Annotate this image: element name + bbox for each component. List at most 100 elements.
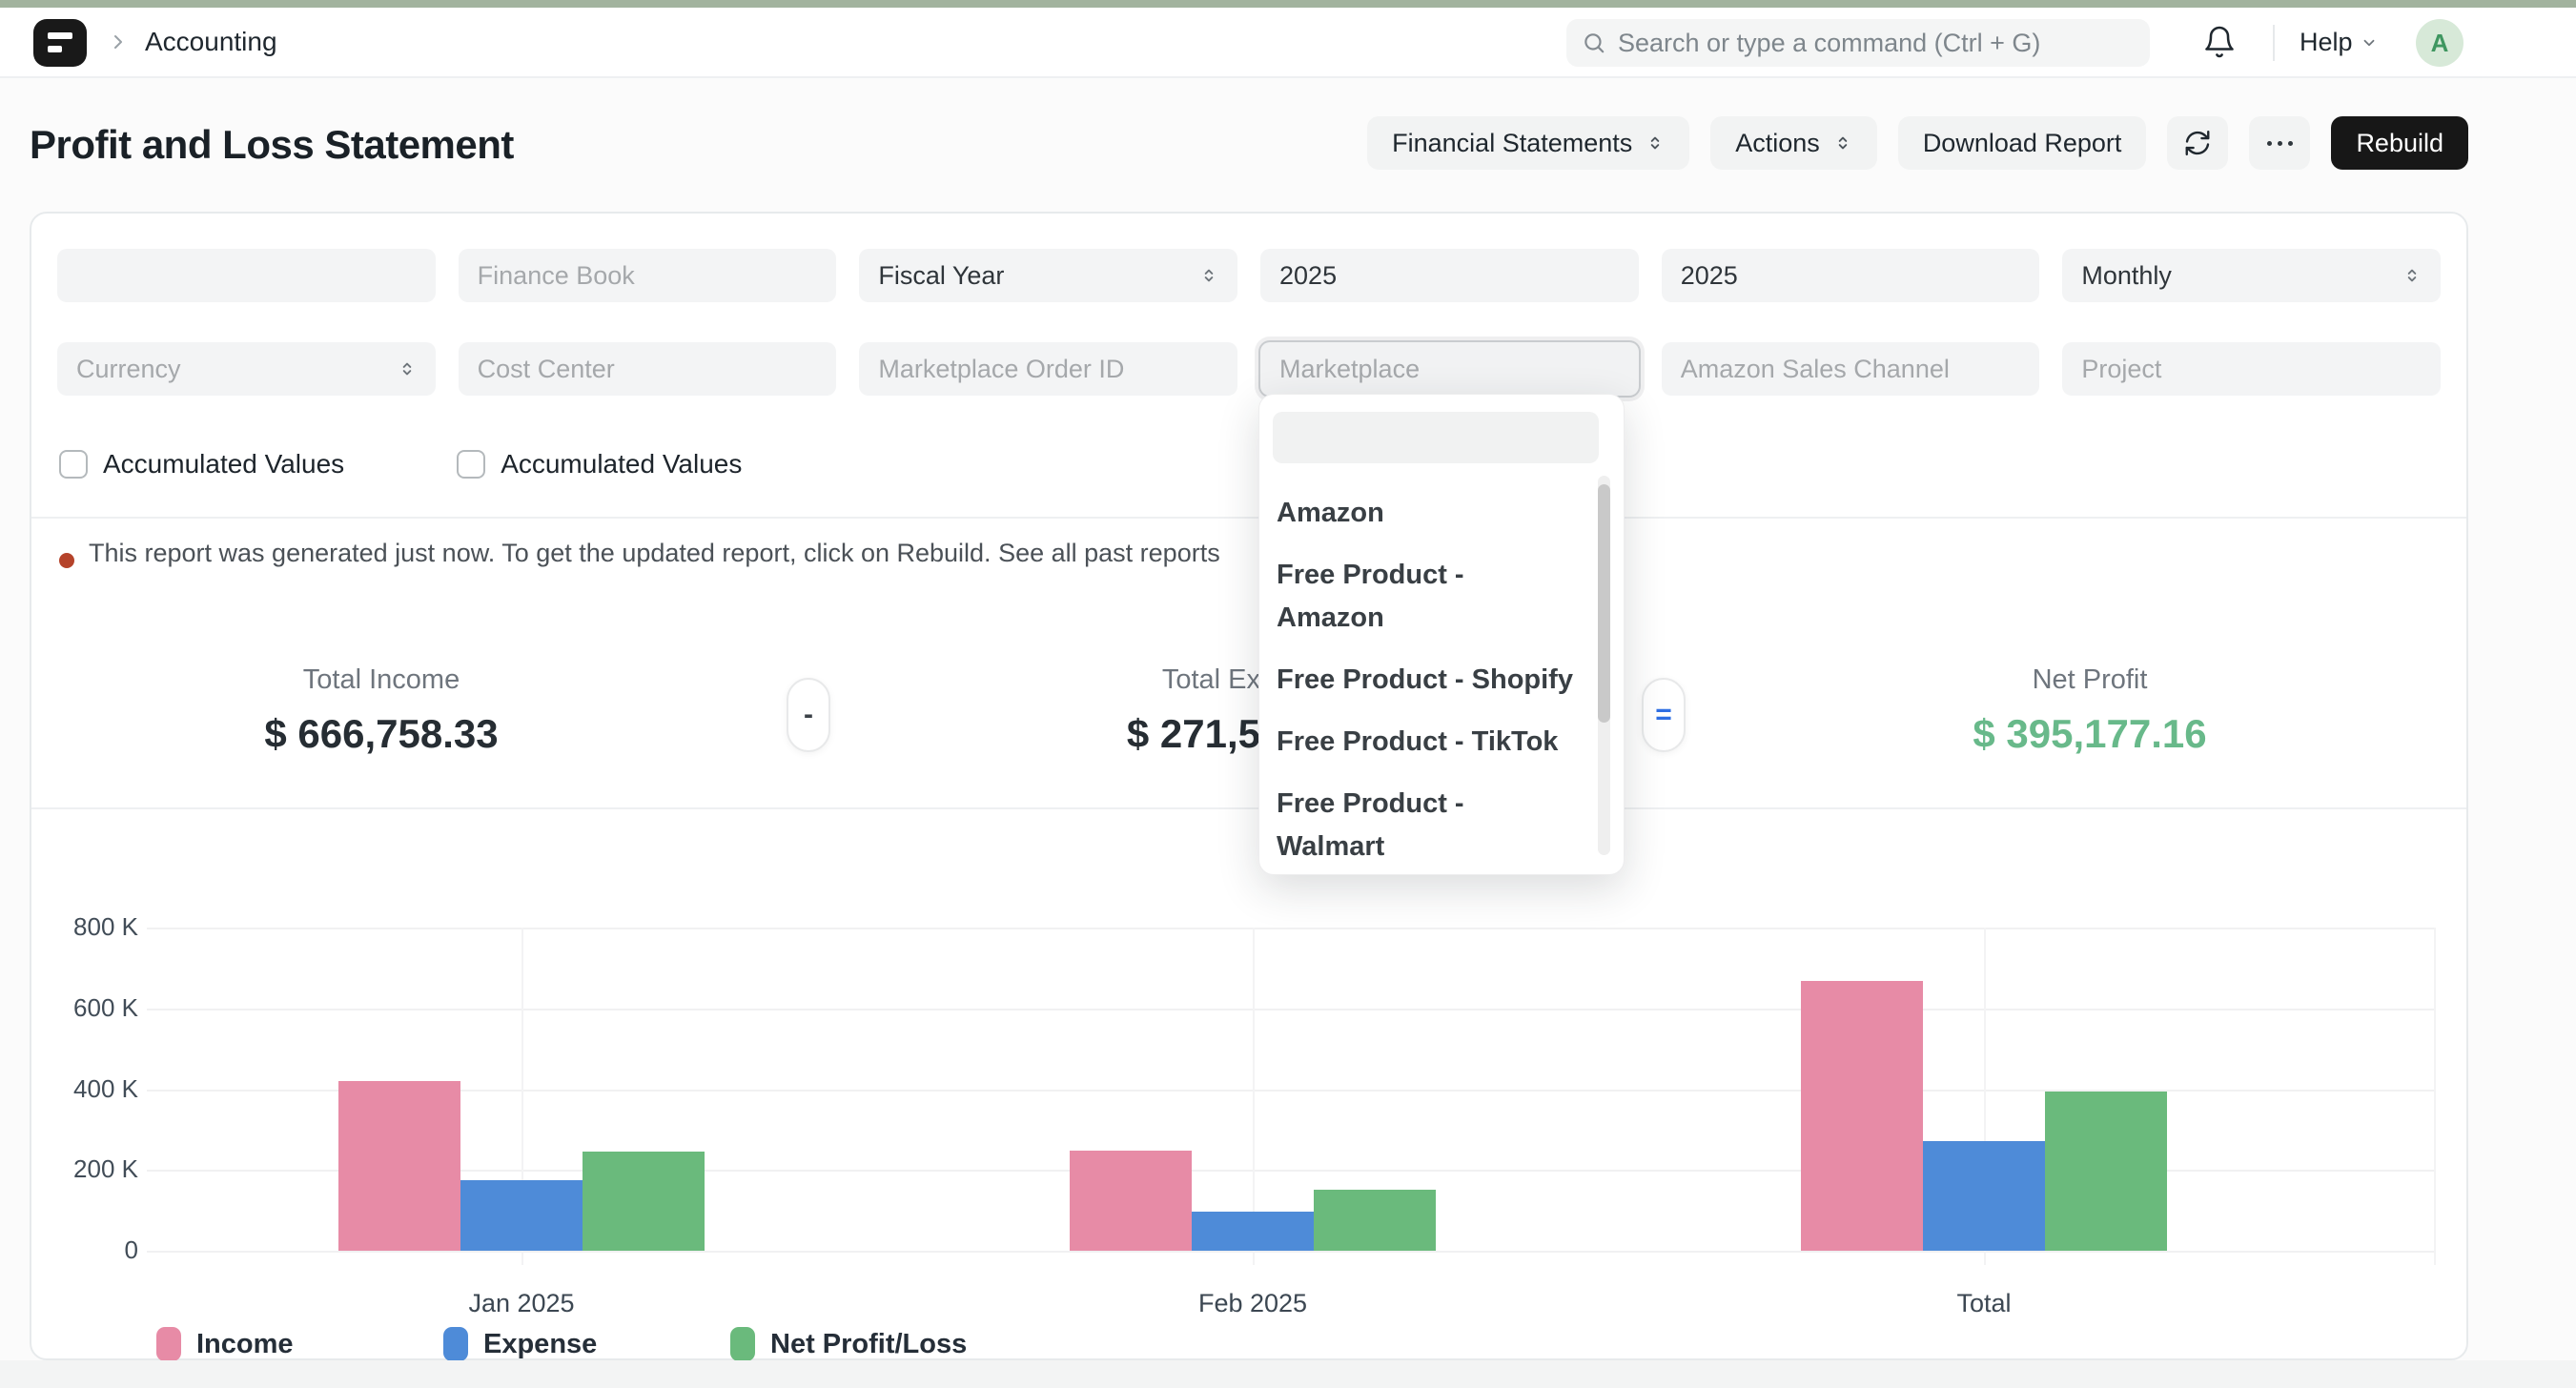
filter-empty-filter[interactable] xyxy=(57,249,436,302)
bar-expense-feb-2025 xyxy=(1192,1212,1314,1251)
search-input[interactable] xyxy=(1618,28,2135,58)
y-axis-tick-label: 400 K xyxy=(73,1073,138,1103)
filter-marketplace-text: Marketplace xyxy=(1279,354,1421,383)
search-icon xyxy=(1582,31,1606,55)
legend-label: Expense xyxy=(483,1328,598,1359)
y-axis-tick-label: 600 K xyxy=(73,992,138,1022)
filter-project[interactable]: Project xyxy=(2062,342,2442,396)
dropdown-option-line: Free Product - xyxy=(1277,788,1464,819)
chevron-right-icon xyxy=(107,31,130,53)
more-options-button[interactable] xyxy=(2249,116,2311,170)
y-gridline xyxy=(147,1008,2434,1010)
refresh-icon xyxy=(2183,129,2212,157)
filter-cost-center[interactable]: Cost Center xyxy=(458,342,837,396)
y-gridline xyxy=(147,1170,2434,1173)
select-updown-icon xyxy=(1199,266,1218,285)
select-updown-icon xyxy=(398,359,417,378)
brand-top-strip xyxy=(0,0,2576,8)
filter-period-basis-text: Fiscal Year xyxy=(878,260,1005,290)
legend-item-net-profit-loss: Net Profit/Loss xyxy=(730,1327,1017,1361)
total-expense-value: $ 271,5 xyxy=(1126,711,1260,756)
filter-periodicity-text: Monthly xyxy=(2081,260,2172,290)
select-updown-icon xyxy=(1833,133,1852,153)
checkbox-icon[interactable] xyxy=(457,450,486,479)
equals-operator-button[interactable]: = xyxy=(1642,678,1686,752)
x-gridline xyxy=(2434,928,2436,1265)
bar-net-profit-loss-feb-2025 xyxy=(1314,1190,1436,1251)
dropdown-option-free-product-walmart[interactable]: Free Product - Walmart xyxy=(1277,773,1582,874)
download-report-button[interactable]: Download Report xyxy=(1897,116,2147,170)
y-axis-tick-label: 200 K xyxy=(73,1154,138,1184)
bar-net-profit-loss-jan-2025 xyxy=(583,1152,705,1251)
minus-operator-button[interactable]: - xyxy=(787,678,830,752)
dropdown-option-line: Amazon xyxy=(1277,498,1384,528)
refresh-button[interactable] xyxy=(2167,116,2229,170)
chevron-down-icon xyxy=(2361,34,2378,51)
erpnext-logo-icon[interactable] xyxy=(33,19,87,67)
legend-item-income: Income xyxy=(156,1327,443,1361)
dropdown-option-line: Free Product - xyxy=(1277,560,1464,590)
net-profit-label: Net Profit xyxy=(2032,664,2148,695)
filter-row-2: Currency Cost Center Marketplace Order ID M… xyxy=(57,342,2442,396)
filter-currency[interactable]: Currency xyxy=(57,342,436,396)
filter-marketplace-order-id-text: Marketplace Order ID xyxy=(878,354,1125,383)
accumulated-values-checkbox-group-1[interactable]: Accumulated Values xyxy=(59,449,344,480)
help-menu[interactable]: Help xyxy=(2300,28,2378,57)
checkbox-icon[interactable] xyxy=(59,450,88,479)
dropdown-option-free-product-tiktok[interactable]: Free Product - TikTok xyxy=(1277,711,1582,773)
rebuild-button[interactable]: Rebuild xyxy=(2331,116,2468,170)
see-all-past-reports-link[interactable]: See all past reports xyxy=(998,539,1220,567)
dropdown-option-free-product-amazon[interactable]: Free Product - Amazon xyxy=(1277,544,1582,649)
filter-start-year[interactable]: 2025 xyxy=(1260,249,1639,302)
avatar[interactable]: A xyxy=(2416,19,2464,67)
filter-row-1: Finance Book Fiscal Year 2025 2025 Monthly xyxy=(57,249,2442,302)
dropdown-scrollbar-track[interactable] xyxy=(1598,476,1610,855)
filter-period-basis[interactable]: Fiscal Year xyxy=(859,249,1238,302)
filter-periodicity[interactable]: Monthly xyxy=(2062,249,2442,302)
dropdown-scrollbar-thumb[interactable] xyxy=(1598,484,1610,723)
help-label: Help xyxy=(2300,28,2353,56)
dropdown-search-input[interactable] xyxy=(1273,412,1599,463)
legend-label: Income xyxy=(196,1328,294,1359)
checkbox-row: Accumulated Values Accumulated Values xyxy=(59,449,742,480)
filter-cost-center-text: Cost Center xyxy=(477,354,615,383)
download-report-label: Download Report xyxy=(1922,128,2122,157)
legend-label: Net Profit/Loss xyxy=(770,1328,968,1359)
select-updown-icon xyxy=(1646,133,1665,153)
dropdown-option-amazon[interactable]: Amazon xyxy=(1277,482,1582,544)
toolbar: Financial Statements Actions Download Re… xyxy=(1367,116,2468,170)
total-income-label: Total Income xyxy=(302,664,460,695)
notifications-bell-icon[interactable] xyxy=(2202,25,2237,59)
y-gridline xyxy=(147,1251,2434,1253)
total-expense-summary: Total Ex $ 271,5 xyxy=(974,664,1260,757)
actions-menu-button[interactable]: Actions xyxy=(1710,116,1877,170)
bar-income-jan-2025 xyxy=(338,1081,460,1251)
marketplace-dropdown: Amazon Free Product - Amazon Free Product -… xyxy=(1258,394,1625,875)
report-card: Finance Book Fiscal Year 2025 2025 Monthly C… xyxy=(30,212,2468,1361)
global-search[interactable] xyxy=(1566,19,2150,67)
bar-income-feb-2025 xyxy=(1070,1151,1192,1251)
bar-net-profit-loss-total xyxy=(2045,1092,2167,1251)
alert-message: This report was generated just now. To g… xyxy=(89,539,992,567)
breadcrumb[interactable]: Accounting xyxy=(145,27,277,56)
y-axis-tick-label: 0 xyxy=(124,1235,138,1264)
navbar-divider xyxy=(2273,25,2275,61)
filter-amazon-sales-channel-text: Amazon Sales Channel xyxy=(1680,354,1950,383)
filter-start-year-text: 2025 xyxy=(1279,260,1338,290)
accumulated-values-checkbox-group-2[interactable]: Accumulated Values xyxy=(457,449,742,480)
filter-amazon-sales-channel[interactable]: Amazon Sales Channel xyxy=(1661,342,2040,396)
total-income-value: $ 666,758.33 xyxy=(264,711,499,756)
x-axis-tick-label: Jan 2025 xyxy=(468,1289,575,1317)
dropdown-option-line: Amazon xyxy=(1277,602,1384,633)
filter-end-year[interactable]: 2025 xyxy=(1661,249,2040,302)
bar-income-total xyxy=(1801,981,1923,1251)
x-gridline xyxy=(1253,928,1255,1265)
filter-marketplace-order-id[interactable]: Marketplace Order ID xyxy=(859,342,1238,396)
filter-marketplace[interactable]: Marketplace xyxy=(1260,342,1639,396)
dropdown-option-free-product-shopify[interactable]: Free Product - Shopify xyxy=(1277,649,1582,711)
legend-swatch-icon xyxy=(156,1327,181,1361)
total-expense-label: Total Ex xyxy=(1161,664,1260,695)
financial-statements-menu-button[interactable]: Financial Statements xyxy=(1367,116,1690,170)
filter-finance-book[interactable]: Finance Book xyxy=(458,249,837,302)
